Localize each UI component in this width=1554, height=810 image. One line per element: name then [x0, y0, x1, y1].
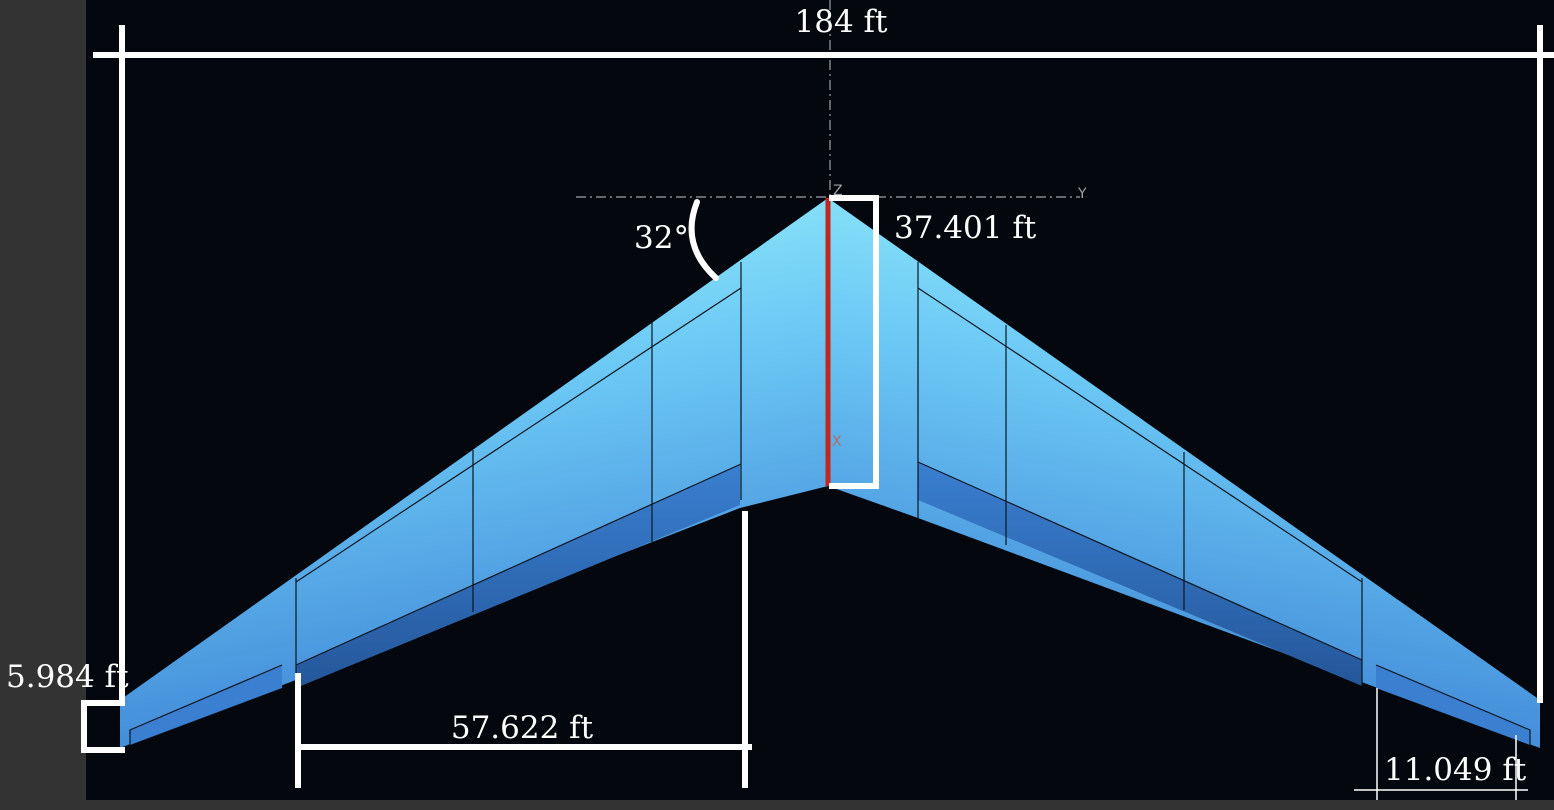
left-wing [120, 198, 828, 748]
panel-span-label: 57.622 ft [451, 710, 594, 746]
root-chord-label: 37.401 ft [894, 210, 1037, 246]
x-axis-label: X [832, 434, 842, 450]
left-panel-lines [129, 262, 742, 745]
tip-chord-bracket [81, 700, 125, 753]
dimension-lines [81, 25, 1554, 788]
root-chord-bracket [829, 195, 879, 489]
left-aileron [130, 665, 282, 745]
left-wing-surface [120, 198, 828, 748]
span-label: 184 ft [795, 4, 888, 40]
left-flap-band [296, 464, 740, 688]
aileron-dimension-lines [1354, 688, 1528, 800]
sweep-angle-arc [688, 199, 719, 281]
right-aileron [1376, 665, 1530, 745]
right-panel-lines [917, 262, 1531, 745]
right-wing [828, 198, 1540, 748]
tip-chord-label: 5.984 ft [6, 659, 129, 695]
reference-axes: Z Y X [576, 0, 1087, 450]
y-axis-label: Y [1077, 186, 1087, 202]
right-flap-band [918, 462, 1362, 686]
aileron-span-label: 11.049 ft [1384, 752, 1527, 788]
sweep-angle-label: 32° [634, 220, 689, 256]
z-axis-label: Z [833, 183, 843, 199]
